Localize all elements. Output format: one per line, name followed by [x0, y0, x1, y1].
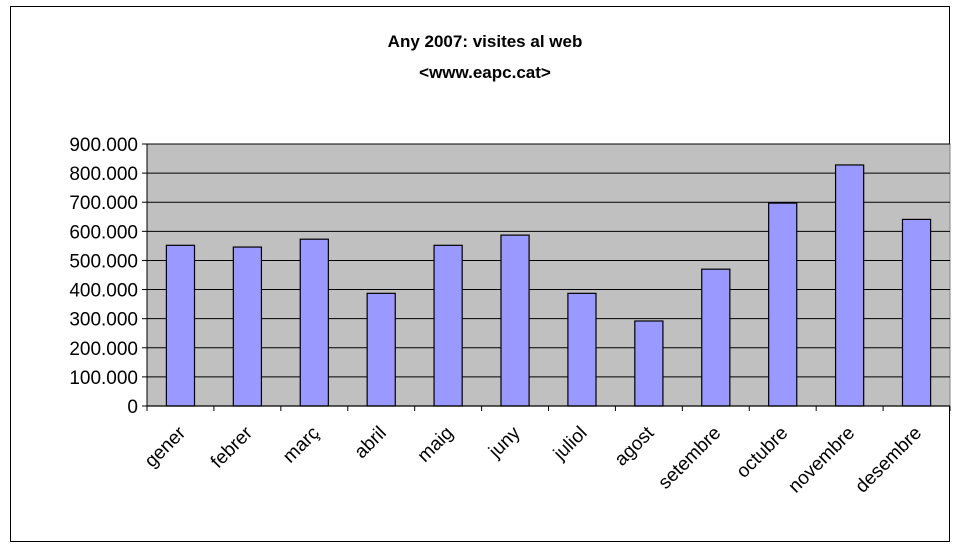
bar-agost	[634, 320, 664, 407]
y-tick-label: 0	[127, 397, 138, 418]
bar-març	[299, 238, 329, 407]
chart-frame: Any 2007: visites al web <www.eapc.cat> …	[10, 6, 951, 542]
x-tick-label: juliol	[549, 423, 591, 465]
x-tick-label: desembre	[851, 423, 926, 498]
bar-octubre	[768, 202, 798, 407]
x-tick-label: gener	[141, 422, 191, 472]
bar-febrer	[232, 246, 263, 407]
x-axis: gener febrer març abril maig juny juliol agosts…	[141, 405, 951, 498]
bar-gener	[165, 244, 196, 407]
x-tick-label: maig	[414, 423, 458, 467]
bar-juliol	[567, 292, 597, 407]
y-tick-label: 700.000	[69, 193, 138, 214]
x-tick-label: novembre	[785, 423, 860, 498]
chart-title: Any 2007: visites al web	[388, 32, 583, 51]
bar-abril	[366, 292, 396, 407]
gridlines	[147, 143, 950, 378]
plot-area	[146, 143, 951, 407]
x-tick-label: agost	[611, 422, 659, 470]
y-tick-label: 300.000	[69, 310, 138, 331]
bar-desembre	[901, 218, 932, 407]
bar-novembre	[834, 164, 865, 407]
y-tick-label: 800.000	[69, 164, 138, 185]
x-tick-label: març	[279, 423, 324, 468]
y-tick-label: 100.000	[69, 368, 138, 389]
y-axis: 0 100.000 200.000 300.000 400.000 500.000 600.…	[69, 135, 148, 418]
bars	[165, 164, 932, 407]
x-tick-label: abril	[351, 423, 391, 463]
x-tick-label: juny	[484, 422, 525, 463]
bar-maig	[433, 244, 463, 407]
y-tick-label: 900.000	[69, 135, 138, 156]
x-tick-label: setembre	[654, 423, 725, 494]
x-tick-label: octubre	[733, 423, 793, 483]
y-tick-label: 600.000	[69, 222, 138, 243]
chart-subtitle: <www.eapc.cat>	[419, 63, 551, 82]
x-tick-label: febrer	[207, 422, 257, 472]
bar-juny	[500, 234, 530, 407]
bar-setembre	[701, 268, 731, 407]
y-tick-label: 400.000	[69, 281, 138, 302]
y-tick-label: 500.000	[69, 251, 138, 272]
y-tick-label: 200.000	[69, 339, 138, 360]
bar-chart: Any 2007: visites al web <www.eapc.cat> …	[69, 32, 951, 498]
